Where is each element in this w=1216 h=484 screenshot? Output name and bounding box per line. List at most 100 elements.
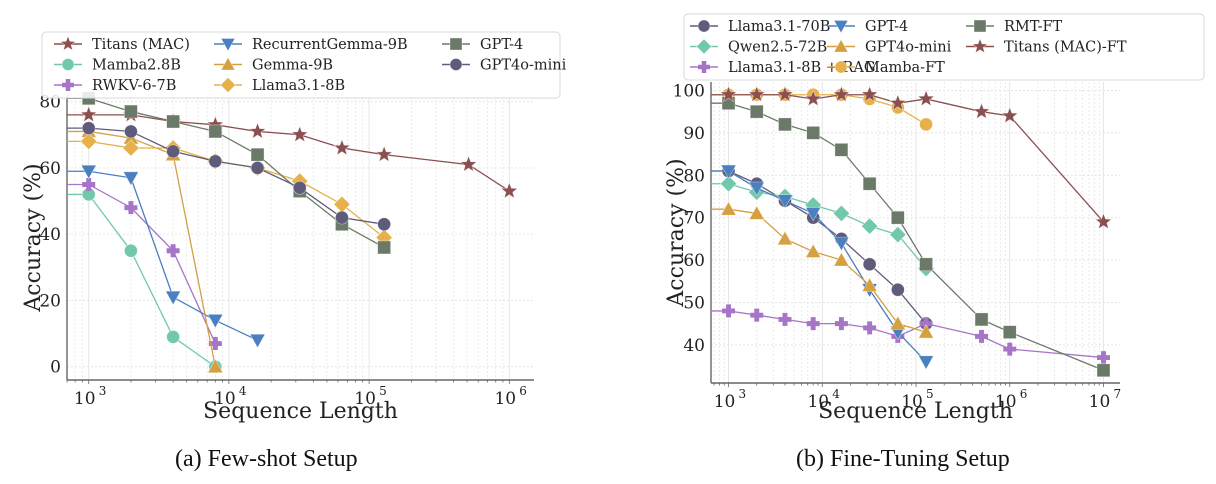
legend-item: Llama3.1-70B xyxy=(690,19,830,35)
y-tick-label: 100 xyxy=(673,81,705,101)
grid xyxy=(711,82,1120,383)
data-point xyxy=(891,282,905,297)
data-point xyxy=(335,210,349,225)
data-point xyxy=(248,122,267,139)
data-point xyxy=(249,333,266,349)
x-tick-exponent: 5 xyxy=(926,387,934,401)
data-point xyxy=(1094,212,1113,230)
y-axis-label: Accuracy (%) xyxy=(21,163,46,312)
data-point xyxy=(833,251,850,267)
data-point xyxy=(834,317,848,331)
legend-box xyxy=(683,13,1205,81)
legend-item: Titans (MAC)-FT xyxy=(966,37,1127,56)
y-axis-label: Accuracy (%) xyxy=(664,158,689,307)
data-point xyxy=(333,195,351,213)
data-point xyxy=(166,144,180,159)
data-point xyxy=(722,304,736,318)
x-tick-exponent: 6 xyxy=(1020,387,1028,401)
legend-item: Qwen2.5-72B xyxy=(690,38,827,56)
data-point xyxy=(749,104,764,119)
legend-marker-icon xyxy=(696,38,712,55)
data-point xyxy=(919,317,933,331)
y-tick-label: 0 xyxy=(50,358,61,378)
data-point xyxy=(832,204,850,222)
data-point xyxy=(124,104,138,119)
data-point xyxy=(208,124,223,139)
data-point xyxy=(804,89,823,107)
data-point xyxy=(861,217,879,235)
legend-marker-icon xyxy=(62,79,74,91)
data-point xyxy=(80,132,98,150)
legend-marker-icon xyxy=(833,20,849,34)
data-point xyxy=(776,85,794,103)
data-point xyxy=(721,96,736,110)
x-axis-label: Sequence Length xyxy=(203,399,398,424)
y-tick-label: 70 xyxy=(683,209,705,229)
series-gpt4o-mini xyxy=(67,121,391,232)
data-point xyxy=(719,85,738,103)
legend-item: Mamba2.8B xyxy=(54,58,181,74)
data-point xyxy=(122,139,140,157)
legend-marker-icon xyxy=(833,38,849,53)
data-point xyxy=(720,164,737,180)
legend-label: GPT-4 xyxy=(865,19,908,35)
x-tick-exponent: 7 xyxy=(1113,387,1121,401)
legend-label: Llama3.1-8B xyxy=(252,78,345,94)
data-point xyxy=(165,290,182,306)
series-llama3-1-70b xyxy=(711,164,933,331)
data-point xyxy=(166,244,180,258)
legend-label: GPT4o-mini xyxy=(865,40,952,56)
data-point xyxy=(719,175,738,193)
legend-label: GPT-4 xyxy=(480,37,523,53)
legend-marker-icon xyxy=(697,19,711,33)
data-point xyxy=(1000,106,1019,124)
x-tick-exponent: 4 xyxy=(239,384,247,398)
legend-label: Llama3.1-8B + RAG xyxy=(728,60,876,76)
legend-label: RecurrentGemma-9B xyxy=(252,37,408,53)
x-tick-exponent: 3 xyxy=(739,387,747,401)
y-tick-label: 80 xyxy=(683,166,705,186)
x-tick-label: 10 xyxy=(995,392,1017,412)
legend-label: Llama3.1-70B xyxy=(728,19,830,35)
x-tick-label: 10 xyxy=(807,392,829,412)
legend-marker-icon xyxy=(449,58,463,71)
data-point xyxy=(1096,363,1111,378)
series-gpt4o-mini xyxy=(711,201,935,339)
data-point xyxy=(82,177,96,191)
y-tick-label: 40 xyxy=(683,336,705,356)
data-point xyxy=(748,205,765,220)
legend-label: Titans (MAC)-FT xyxy=(1004,40,1127,56)
legend-label: Qwen2.5-72B xyxy=(728,40,827,56)
x-tick-exponent: 6 xyxy=(519,384,527,398)
caption-few-shot: (a) Few-shot Setup xyxy=(175,446,358,472)
legend: Llama3.1-70B Qwen2.5-72B Llama3.1-8B + RAG… xyxy=(683,13,1205,81)
data-point xyxy=(250,147,265,162)
data-point xyxy=(166,330,180,344)
data-point xyxy=(124,243,138,258)
legend-item: GPT-4 xyxy=(827,19,908,35)
data-point xyxy=(124,124,138,139)
data-point xyxy=(80,164,97,180)
x-tick-label: 10 xyxy=(1089,392,1111,412)
x-tick-label: 10 xyxy=(494,389,516,409)
legend-item: RWKV-6-7B xyxy=(54,78,176,94)
legend-item: Gemma-9B xyxy=(214,56,333,74)
data-point xyxy=(292,180,307,195)
x-tick-exponent: 4 xyxy=(832,387,840,401)
data-point xyxy=(748,181,765,197)
x-tick-exponent: 3 xyxy=(99,384,107,398)
data-point xyxy=(863,321,877,335)
legend-marker-icon xyxy=(973,19,987,33)
legend-label: Titans (MAC) xyxy=(92,37,190,53)
data-point xyxy=(208,154,223,169)
data-point xyxy=(860,85,879,103)
series-gemma-9b xyxy=(67,123,224,374)
data-point xyxy=(805,207,822,222)
series-line xyxy=(711,170,927,325)
data-point xyxy=(79,105,98,123)
legend-marker-icon xyxy=(59,35,77,52)
legend-marker-icon xyxy=(971,37,989,54)
data-point xyxy=(917,89,935,107)
legend-label: Gemma-9B xyxy=(252,58,333,74)
